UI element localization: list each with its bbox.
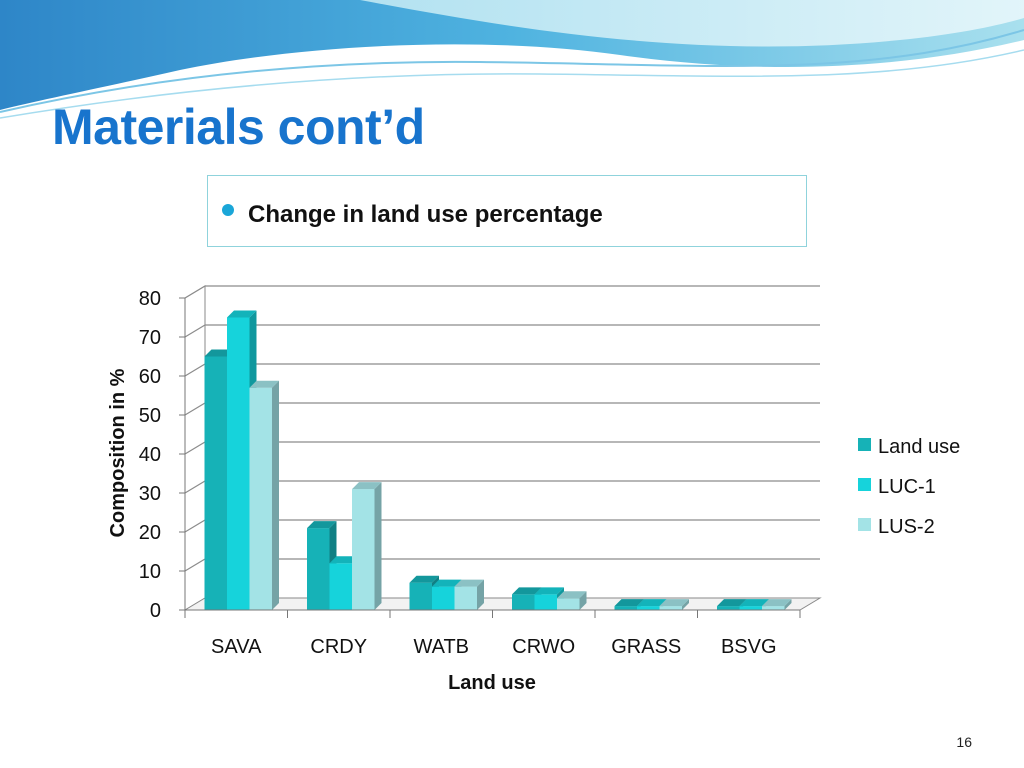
bar-side bbox=[272, 380, 279, 610]
bar-top bbox=[717, 599, 747, 607]
legend-label: LUC-1 bbox=[878, 476, 936, 498]
bar bbox=[557, 591, 587, 610]
bar-top bbox=[227, 310, 257, 318]
bar-front bbox=[512, 594, 535, 610]
y-tick-label: 0 bbox=[150, 600, 161, 622]
bar-top bbox=[557, 591, 587, 599]
bar-top bbox=[329, 556, 359, 564]
legend-swatch bbox=[858, 478, 871, 491]
legend-swatch bbox=[858, 518, 871, 531]
header-wave-decoration bbox=[0, 0, 1024, 119]
bullet-box: Change in land use percentage bbox=[207, 175, 807, 247]
bar-top bbox=[637, 599, 667, 607]
bar-front bbox=[557, 598, 580, 610]
y-tick-label: 40 bbox=[139, 444, 161, 466]
gridline bbox=[184, 285, 820, 299]
chart-axes bbox=[179, 297, 801, 618]
bar-front bbox=[534, 594, 557, 610]
bar-side bbox=[682, 599, 689, 610]
bar-top bbox=[409, 575, 439, 583]
bar-side bbox=[579, 591, 587, 610]
bar bbox=[249, 380, 279, 610]
bar-front bbox=[659, 606, 682, 610]
bar-front bbox=[249, 387, 272, 610]
bar-top bbox=[659, 599, 689, 607]
x-tick-label: CRDY bbox=[310, 636, 367, 658]
page-number: 16 bbox=[956, 734, 972, 750]
gridline bbox=[184, 480, 820, 494]
bar-top bbox=[739, 599, 769, 607]
bar-front bbox=[307, 528, 330, 610]
chart-walls bbox=[183, 285, 822, 611]
y-tick-label: 50 bbox=[139, 405, 161, 427]
x-axis-title: Land use bbox=[448, 672, 536, 694]
x-tick-label: BSVG bbox=[721, 636, 777, 658]
bar-front bbox=[329, 563, 352, 610]
chart-tick-labels: 0 10 20 30 40 50 60 70 80 SAVA CRDY WATB CRWO GRASS BS… bbox=[139, 288, 777, 658]
x-tick-label: SAVA bbox=[211, 636, 262, 658]
bar-top bbox=[512, 587, 542, 595]
bar-front bbox=[762, 606, 785, 610]
legend-swatch bbox=[858, 438, 871, 451]
y-tick-label: 20 bbox=[139, 522, 161, 544]
bar bbox=[659, 599, 689, 610]
bar-side bbox=[477, 579, 484, 610]
bar-top bbox=[249, 380, 279, 388]
bar-side bbox=[374, 482, 382, 610]
bar-front bbox=[227, 317, 250, 610]
gridline bbox=[184, 519, 820, 533]
bar-front bbox=[614, 606, 637, 610]
gridline bbox=[184, 441, 820, 455]
bar-top bbox=[432, 579, 462, 587]
chart-gridlines bbox=[184, 285, 820, 572]
y-tick-label: 10 bbox=[139, 561, 161, 583]
gridline bbox=[184, 402, 820, 416]
bar bbox=[762, 599, 792, 610]
page-title: Materials cont’d bbox=[52, 99, 425, 155]
bar-top bbox=[762, 599, 792, 607]
y-tick-label: 80 bbox=[139, 288, 161, 310]
bar-front bbox=[454, 586, 477, 610]
bar-top bbox=[204, 349, 234, 357]
bar-side bbox=[784, 599, 792, 610]
bar-top bbox=[307, 521, 337, 529]
chart-bars bbox=[204, 310, 792, 610]
bullet-text: Change in land use percentage bbox=[248, 201, 603, 228]
gridline bbox=[184, 558, 820, 572]
legend-label: Land use bbox=[878, 436, 960, 458]
bar-front bbox=[637, 606, 660, 610]
legend-label: LUS-2 bbox=[878, 516, 935, 538]
bar bbox=[352, 482, 382, 610]
bar-top bbox=[454, 579, 484, 587]
bar-front bbox=[204, 356, 227, 610]
y-tick-label: 60 bbox=[139, 366, 161, 388]
bar-top bbox=[534, 587, 564, 595]
x-tick-label: CRWO bbox=[512, 636, 575, 658]
bar-top bbox=[352, 482, 382, 490]
bar-top bbox=[614, 599, 644, 607]
gridline bbox=[184, 324, 820, 338]
bar-front bbox=[352, 489, 375, 610]
bullet-dot-icon bbox=[222, 204, 234, 216]
gridline bbox=[184, 363, 820, 377]
chart-legend: Land use LUC-1 LUS-2 bbox=[858, 436, 960, 538]
bar-front bbox=[739, 606, 762, 610]
x-tick-label: WATB bbox=[413, 636, 469, 658]
x-tick-label: GRASS bbox=[611, 636, 681, 658]
y-tick-label: 30 bbox=[139, 483, 161, 505]
y-axis-title: Composition in % bbox=[107, 368, 129, 537]
y-tick-label: 70 bbox=[139, 327, 161, 349]
bar-front bbox=[432, 586, 455, 610]
bar bbox=[454, 579, 484, 610]
bar-front bbox=[717, 606, 740, 610]
bar-front bbox=[409, 582, 432, 610]
